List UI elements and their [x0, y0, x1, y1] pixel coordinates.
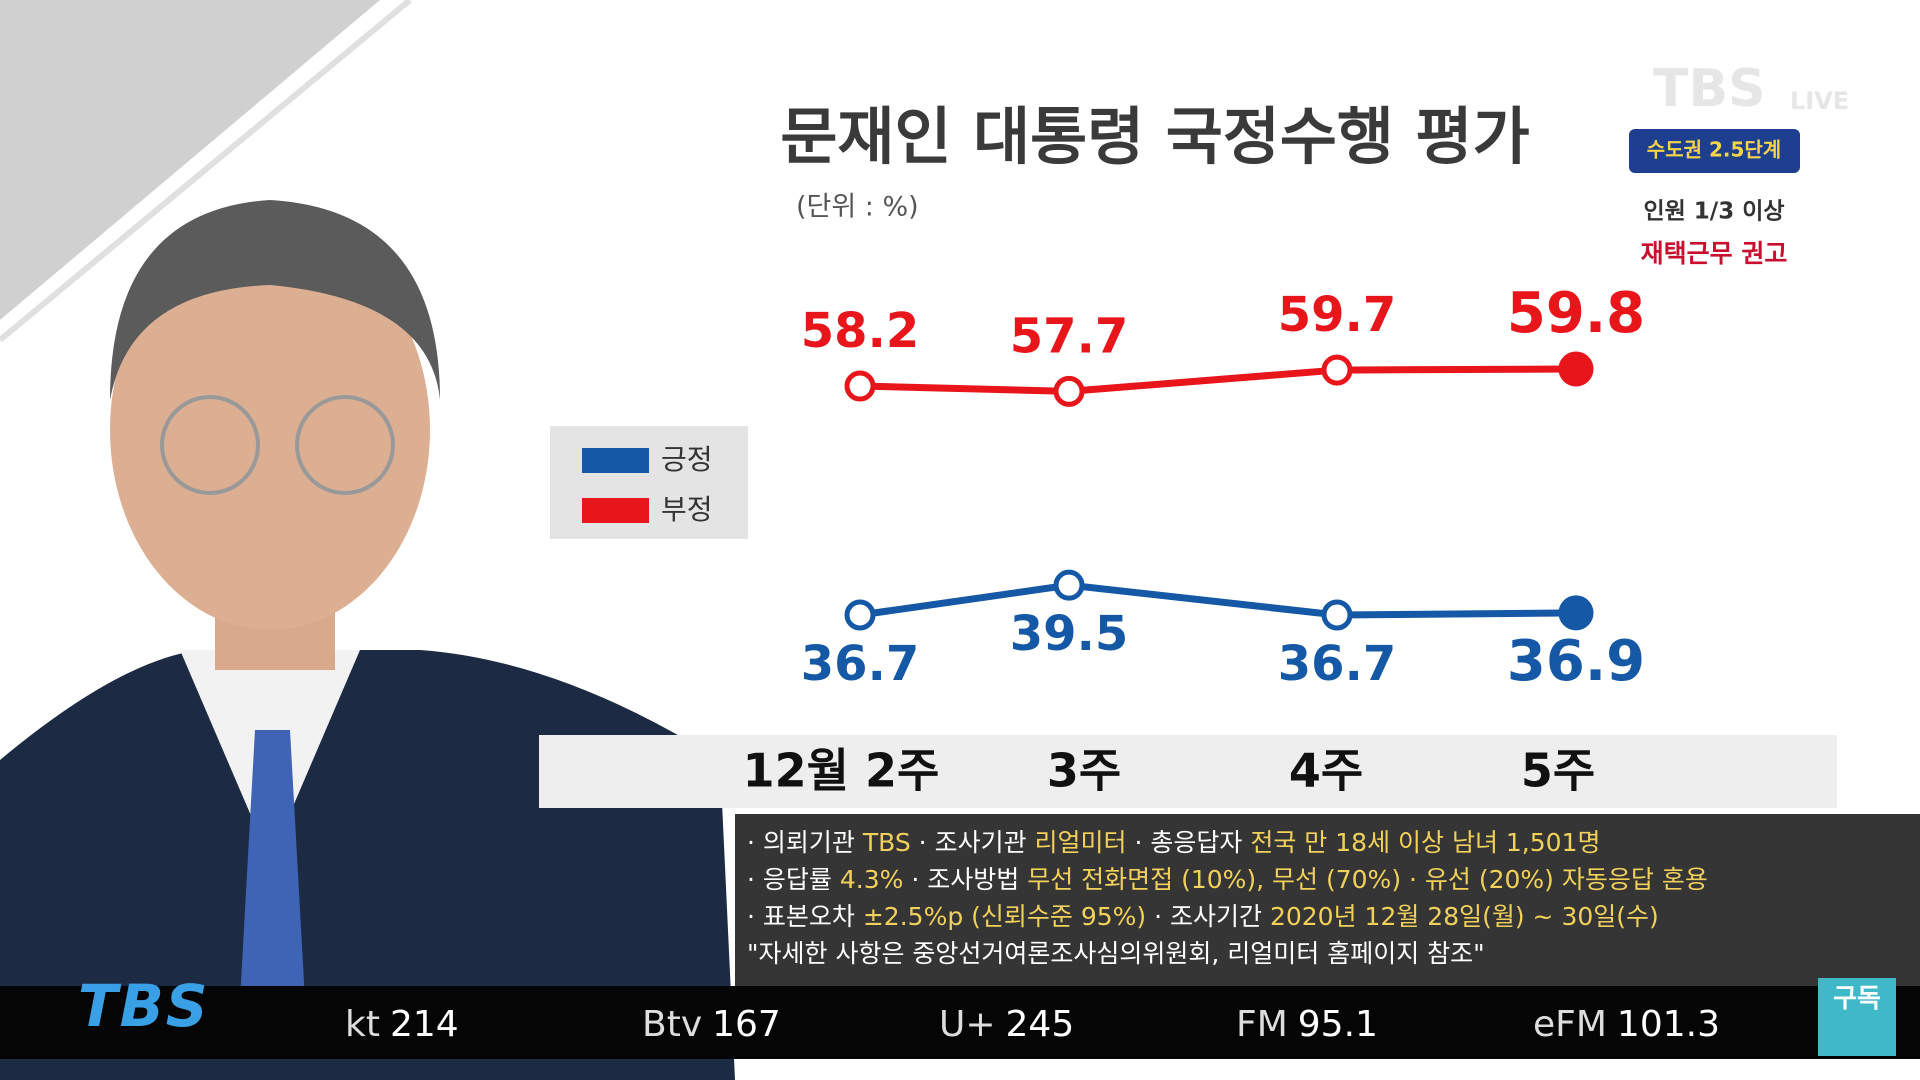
point — [844, 599, 876, 631]
note-label: · 총응답자 — [1134, 828, 1243, 857]
point — [1558, 351, 1594, 387]
note-line: "자세한 사항은 중앙선거여론조사심의위원회, 리얼미터 홈페이지 참조" — [747, 935, 1920, 972]
channel-name: Btv — [642, 1004, 703, 1045]
notice: 인원 1/3 이상 — [1643, 199, 1784, 225]
chart-subtitle: (단위 : %) — [796, 192, 919, 223]
line — [859, 365, 1577, 395]
channel-ticker: kt 214 Btv 167 U+ 245 FM 95.1 eFM 101.3 — [0, 986, 1920, 1059]
legend-label: 긍정 — [661, 443, 713, 476]
notice: 재택근무 권고 — [1641, 239, 1788, 268]
channel-number: 214 — [389, 1004, 459, 1045]
note-value: TBS — [862, 828, 911, 857]
point — [1321, 354, 1353, 386]
note-gap — [1027, 828, 1035, 857]
badge-text: 수도권 2.5단계 — [1647, 138, 1781, 162]
subscribe-button[interactable]: 구독 — [1818, 978, 1896, 1056]
channel-number: 95.1 — [1297, 1004, 1378, 1045]
x-tick-label: 12월 2주 — [743, 744, 940, 798]
note-gap — [1146, 902, 1154, 931]
value-label: 36.9 — [1507, 629, 1645, 694]
live-label: LIVE — [1790, 87, 1849, 115]
note-line: · 의뢰기관 TBS · 조사기관 리얼미터 · 총응답자 전국 만 18세 이… — [747, 824, 1920, 861]
channel: kt 214 — [345, 1004, 459, 1045]
note-line: · 응답률 4.3% · 조사방법 무선 전화면접 (10%), 무선 (70%… — [747, 861, 1920, 898]
note-value: ±2.5%p (신뢰수준 95%) — [862, 902, 1147, 931]
point — [1558, 595, 1594, 631]
channel-number: 101.3 — [1616, 1004, 1720, 1045]
value-label: 57.7 — [1010, 308, 1128, 364]
channel-number: 167 — [712, 1004, 781, 1045]
corner-decoration — [0, 0, 380, 320]
note-label: · 표본오차 — [747, 902, 855, 931]
note-label: · 응답률 — [747, 865, 832, 894]
channel: eFM 101.3 — [1533, 1004, 1720, 1045]
badge — [1629, 129, 1800, 173]
channel: Btv 167 — [642, 1004, 781, 1045]
value-label: 36.7 — [1278, 636, 1396, 692]
note-line: · 표본오차 ±2.5%p (신뢰수준 95%) · 조사기간 2020년 12… — [747, 898, 1920, 935]
note-value: 리얼미터 — [1034, 828, 1127, 857]
point — [844, 370, 876, 402]
channel: FM 95.1 — [1236, 1004, 1378, 1045]
value-label: 39.5 — [1010, 606, 1128, 662]
note-label: · 조사방법 — [911, 865, 1020, 894]
note-gap — [1019, 865, 1027, 894]
value-label: 58.2 — [801, 303, 919, 359]
channel-number: 245 — [1005, 1004, 1075, 1045]
ticker-logo: TBS — [78, 972, 210, 1040]
note-gap — [911, 828, 919, 857]
channel-name: kt — [345, 1004, 380, 1045]
channel-name: U+ — [939, 1004, 996, 1045]
channel-name: FM — [1236, 1004, 1288, 1045]
category-strip — [539, 735, 1837, 808]
note-value: 무선 전화면접 (10%), 무선 (70%) · 유선 (20%) 자동응답 … — [1027, 865, 1708, 894]
note-label: · 의뢰기관 — [747, 828, 855, 857]
note-label: · 조사기간 — [1154, 902, 1263, 931]
value-label: 36.7 — [801, 636, 919, 692]
chart-title: 문재인 대통령 국정수행 평가 — [780, 100, 1529, 173]
note-gap — [832, 865, 840, 894]
note-label: "자세한 사항은 중앙선거여론조사심의위원회, 리얼미터 홈페이지 참조" — [747, 939, 1485, 968]
note-gap — [1262, 902, 1270, 931]
survey-notes: · 의뢰기관 TBS · 조사기관 리얼미터 · 총응답자 전국 만 18세 이… — [735, 814, 1920, 986]
channel: U+ 245 — [939, 1004, 1074, 1045]
note-gap — [855, 828, 863, 857]
value-label: 59.8 — [1507, 281, 1645, 346]
x-tick-label: 4주 — [1289, 744, 1363, 798]
logo: TBS — [1653, 59, 1766, 119]
note-value: 4.3% — [839, 865, 904, 894]
note-value: 전국 만 18세 이상 남녀 1,501명 — [1250, 828, 1601, 857]
point — [1321, 599, 1353, 631]
line — [859, 581, 1577, 619]
x-tick-label: 3주 — [1047, 744, 1121, 798]
note-gap — [1127, 828, 1135, 857]
legend-swatch — [582, 498, 649, 523]
note-gap — [855, 902, 863, 931]
note-value: 2020년 12월 28일(월) ~ 30일(수) — [1269, 902, 1659, 931]
value-label: 59.7 — [1278, 287, 1396, 343]
note-label: · 조사기관 — [918, 828, 1027, 857]
legend-swatch — [582, 448, 649, 473]
portrait — [0, 200, 735, 1080]
point — [1053, 569, 1085, 601]
point — [1053, 375, 1085, 407]
corner-stripe — [0, 0, 412, 343]
channel-name: eFM — [1533, 1004, 1607, 1045]
x-tick-label: 5주 — [1521, 744, 1595, 798]
legend-label: 부정 — [661, 493, 713, 526]
